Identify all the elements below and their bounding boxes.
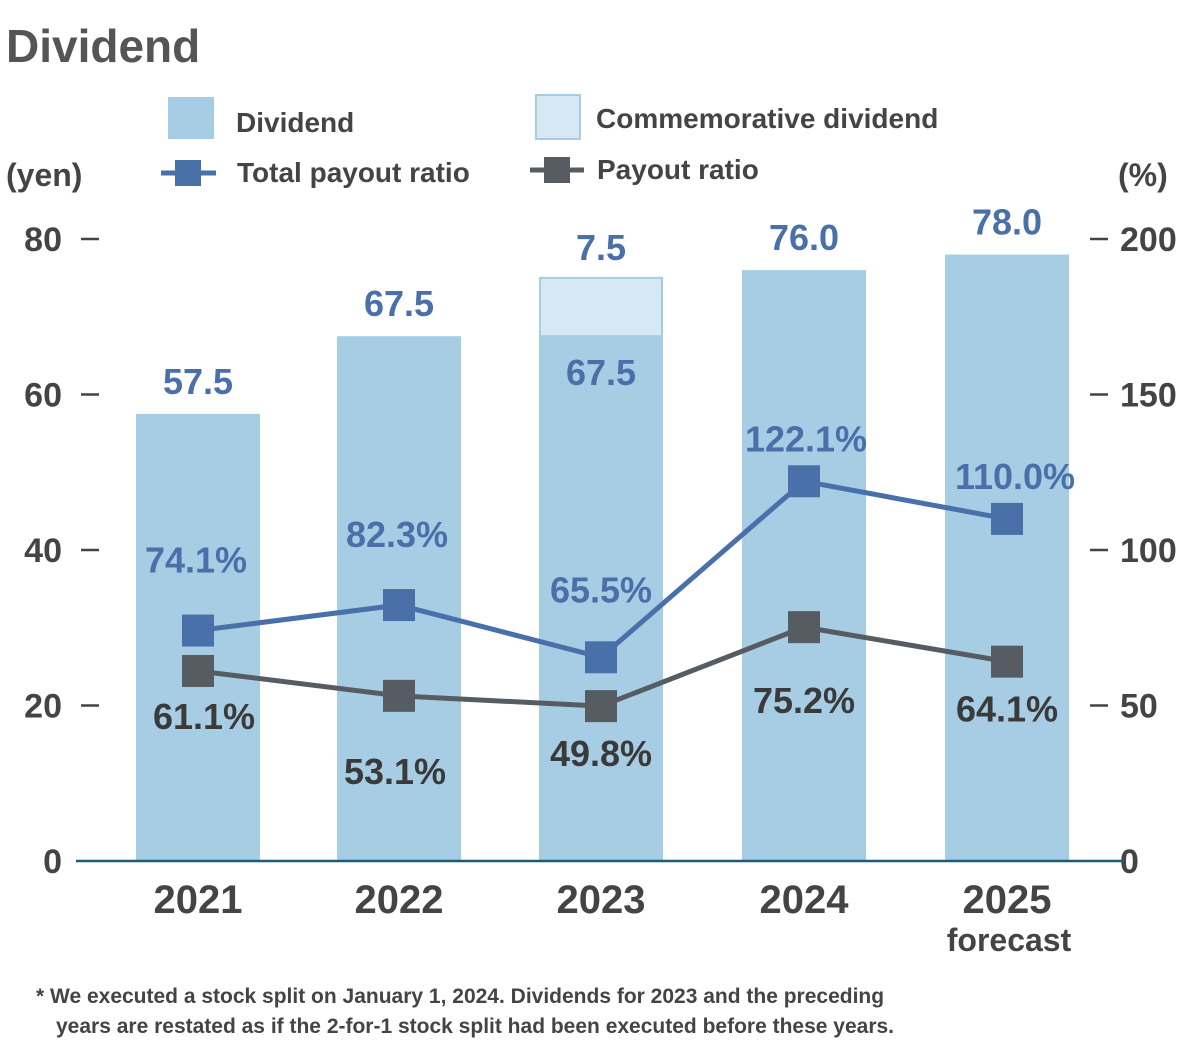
legend-marker-total-payout <box>175 160 201 186</box>
payout-ratio-label: 49.8% <box>550 733 652 774</box>
dividend-value-label: 67.5 <box>364 283 434 324</box>
category-label: 2021 <box>154 878 243 922</box>
left-tick-label: 60 <box>24 377 62 415</box>
dividend-chart: Dividend Dividend Commemorative dividend… <box>6 20 1177 958</box>
category-label: 2024 <box>760 878 850 922</box>
legend-marker-payout <box>544 157 570 183</box>
payout-ratio-label: 75.2% <box>753 680 855 721</box>
right-tick-label: 50 <box>1120 688 1158 726</box>
total-payout-ratio-label: 65.5% <box>550 569 652 610</box>
marker-payout-ratio <box>585 690 617 723</box>
marker-payout-ratio <box>182 654 214 687</box>
marker-total-payout-ratio <box>585 641 617 674</box>
total-payout-ratio-label: 122.1% <box>745 418 867 459</box>
bar-series <box>136 254 1069 862</box>
dividend-value-label: 67.5 <box>566 352 636 393</box>
dividend-value-label: 57.5 <box>163 361 233 402</box>
right-tick-label: 200 <box>1120 221 1177 259</box>
chart-title: Dividend <box>6 20 200 72</box>
total-payout-ratio-label: 74.1% <box>145 540 247 581</box>
bar-commemorative <box>539 276 663 338</box>
left-tick-label: 20 <box>24 688 62 726</box>
right-tick-label: 100 <box>1120 532 1177 570</box>
dividend-value-label: 78.0 <box>972 202 1042 243</box>
footnote-line-2: years are restated as if the 2-for-1 sto… <box>56 1015 895 1038</box>
footnote: * We executed a stock split on January 1… <box>36 982 1176 1042</box>
payout-ratio-label: 53.1% <box>344 751 446 792</box>
marker-payout-ratio <box>991 645 1023 678</box>
category-label: 2022 <box>355 878 444 922</box>
marker-total-payout-ratio <box>991 502 1023 535</box>
value-labels: 57.5 67.5 7.5 67.5 76.0 78.0 74.1% 82.3% 65.5% 12… <box>145 202 1075 792</box>
dividend-value-label: 76.0 <box>769 217 839 258</box>
legend-swatch-commemorative <box>535 94 581 140</box>
right-tick-label: 0 <box>1120 843 1139 881</box>
left-tick-label: 0 <box>43 843 62 881</box>
marker-total-payout-ratio <box>182 614 214 647</box>
right-axis-unit: (%) <box>1118 157 1168 193</box>
legend-label-commemorative: Commemorative dividend <box>596 103 938 134</box>
footnote-line-1: * We executed a stock split on January 1… <box>36 985 885 1008</box>
bar-dividend <box>539 336 663 861</box>
total-payout-ratio-label: 110.0% <box>955 456 1075 497</box>
category-sublabel: forecast <box>947 922 1072 958</box>
legend-label-total-payout: Total payout ratio <box>237 157 470 188</box>
left-tick-label: 40 <box>24 532 62 570</box>
commemorative-value-label: 7.5 <box>576 227 626 268</box>
category-label: 2025 <box>963 878 1052 922</box>
right-axis: 0 50 100 150 200 <box>1090 221 1177 881</box>
marker-payout-ratio <box>788 611 820 644</box>
legend-label-payout: Payout ratio <box>597 154 759 185</box>
payout-ratio-label: 64.1% <box>956 689 1058 730</box>
payout-ratio-label: 61.1% <box>153 696 255 737</box>
marker-payout-ratio <box>383 679 415 712</box>
marker-total-payout-ratio <box>383 589 415 622</box>
line-series <box>182 465 1023 723</box>
category-label: 2023 <box>557 878 646 922</box>
bar-dividend <box>742 270 866 862</box>
left-tick-label: 80 <box>24 221 62 259</box>
legend-swatch-dividend <box>168 97 214 139</box>
marker-total-payout-ratio <box>788 465 820 498</box>
bar-dividend <box>945 254 1069 862</box>
legend: Dividend Commemorative dividend Total pa… <box>161 94 938 188</box>
total-payout-ratio-label: 82.3% <box>346 514 448 555</box>
left-axis-unit: (yen) <box>6 157 82 193</box>
right-tick-label: 150 <box>1120 377 1177 415</box>
left-axis: 0 20 40 60 80 <box>24 221 99 881</box>
legend-label-dividend: Dividend <box>236 107 354 138</box>
